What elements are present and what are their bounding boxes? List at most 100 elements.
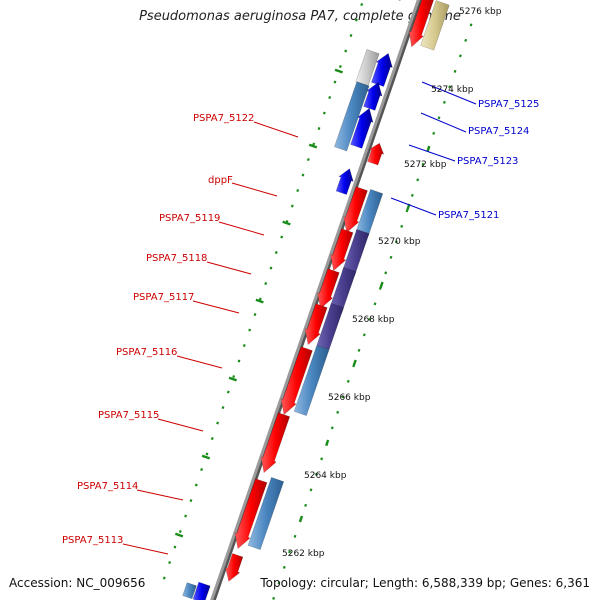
gene-label-pspa7-5125[interactable]: PSPA7_5125: [478, 99, 539, 110]
tick-dot-left: [442, 100, 446, 104]
tick-dot-right: [221, 406, 225, 410]
tick-dot-left: [410, 193, 414, 197]
tick-dot-left: [314, 472, 318, 476]
tick-dot-left: [368, 317, 372, 321]
tick-dot-right: [333, 80, 337, 84]
tick-dot-right: [306, 158, 310, 162]
gene-label-pspa7-5113[interactable]: PSPA7_5113: [62, 535, 123, 546]
tick-dot-left: [458, 54, 462, 58]
cds-feature-pspa7-5114: [247, 477, 285, 550]
accession-text: Accession: NC_009656: [9, 576, 146, 590]
tick-dot-right: [189, 499, 193, 503]
tick-dot-left: [453, 69, 457, 73]
tick-dot-right: [200, 468, 204, 472]
gene-label-pspa7-5119[interactable]: PSPA7_5119: [159, 213, 220, 224]
leader-pspa7-5118: [206, 261, 252, 275]
tick-dot-right: [349, 34, 353, 38]
partial-feature-cds-bottom: [182, 582, 197, 600]
gene-label-pspa7-5115[interactable]: PSPA7_5115: [98, 410, 159, 421]
gene-label-pspa7-5123[interactable]: PSPA7_5123: [457, 156, 518, 167]
major-tick-left: [426, 145, 431, 153]
scale-label: 5276 kbp: [459, 7, 502, 17]
tick-dot-left: [384, 271, 388, 275]
tick-dot-left: [464, 38, 468, 42]
leader-pspa7-5122: [253, 121, 299, 138]
gene-label-dppf[interactable]: dppF: [208, 175, 233, 186]
tick-dot-right: [301, 173, 305, 177]
tick-dot-right: [173, 545, 177, 549]
gene-label-pspa7-5118[interactable]: PSPA7_5118: [146, 253, 207, 264]
tick-dot-right: [344, 49, 348, 53]
leader-pspa7-5123: [408, 144, 456, 162]
tick-dot-right: [290, 204, 294, 208]
major-tick-left: [325, 439, 330, 447]
tick-dot-right: [226, 390, 230, 394]
gene-label-pspa7-5114[interactable]: PSPA7_5114: [77, 481, 138, 492]
gene-label-pspa7-5122[interactable]: PSPA7_5122: [193, 113, 254, 124]
tick-dot-left: [394, 240, 398, 244]
scale-labels: 5276 kbp 5274 kbp 5272 kbp 5270 kbp 5268…: [282, 7, 502, 559]
leader-pspa7-5115: [157, 418, 204, 432]
gene-feature-pspa7-5118: [317, 268, 340, 310]
gene-label-pspa7-5121[interactable]: PSPA7_5121: [438, 210, 499, 221]
tick-dot-right: [360, 3, 364, 7]
leader-pspa7-5121: [390, 197, 437, 216]
tick-dot-right: [232, 375, 236, 379]
gene-label-pspa7-5117[interactable]: PSPA7_5117: [133, 292, 194, 303]
tick-dot-right: [312, 142, 316, 146]
gene-label-pspa7-5116[interactable]: PSPA7_5116: [116, 347, 177, 358]
leader-pspa7-5119: [218, 221, 265, 236]
left-gene-labels: PSPA7_5122 dppF PSPA7_5119 PSPA7_5118 PS…: [62, 113, 254, 546]
tick-dot-right: [264, 282, 268, 286]
scale-label: 5262 kbp: [282, 549, 325, 559]
tick-dot-left: [282, 565, 286, 569]
tick-dot-left: [437, 116, 441, 120]
gene-feature-pspa7-5119: [330, 228, 354, 272]
tick-dot-right: [242, 344, 246, 348]
tick-dot-left: [469, 23, 473, 27]
tick-dot-right: [162, 576, 166, 580]
tick-dot-right: [168, 561, 172, 565]
gene-feature-pspa7-5121: [335, 168, 354, 195]
tick-dot-left: [389, 255, 393, 259]
major-tick: [308, 143, 318, 149]
tick-dot-left: [272, 596, 276, 600]
map-title: Pseudomonas aeruginosa PA7, complete gen…: [139, 9, 461, 24]
cds-feature-pspa7-5116: [293, 345, 330, 416]
gene-features: [182, 0, 450, 600]
leader-pspa7-5113: [122, 543, 169, 555]
major-tick: [228, 376, 237, 382]
right-gene-labels: PSPA7_5125 PSPA7_5124 PSPA7_5123 PSPA7_5…: [438, 99, 539, 221]
gene-feature-forward: [408, 0, 434, 48]
scale-label: 5274 kbp: [431, 85, 474, 95]
scale-label: 5270 kbp: [378, 237, 421, 247]
gene-label-pspa7-5124[interactable]: PSPA7_5124: [468, 126, 529, 137]
leader-pspa7-5116: [176, 355, 223, 369]
leader-pspa7-5124: [420, 112, 467, 133]
tick-dot-left: [336, 410, 340, 414]
gene-feature-pspa7-5117: [304, 303, 328, 346]
tick-dot-left: [320, 457, 324, 461]
tick-dot-left: [357, 348, 361, 352]
cds-feature-dppf: [355, 189, 384, 236]
leader-dppf: [231, 182, 278, 197]
gene-feature-pspa7-5115: [260, 412, 291, 474]
tick-dot-left: [346, 379, 350, 383]
leader-pspa7-5125: [421, 81, 477, 105]
tick-dot-right: [258, 297, 262, 301]
tick-dot-left: [330, 426, 334, 430]
partial-feature-blue-bottom: [192, 581, 211, 600]
tick-dot-right: [269, 266, 273, 270]
major-tick-left: [352, 359, 357, 367]
gene-feature-pspa7-5116: [280, 346, 313, 416]
gene-feature-pspa7-5122: [367, 142, 385, 166]
leader-pspa7-5114: [136, 489, 184, 501]
backbone-highlight: [210, 0, 420, 600]
scale-label: 5268 kbp: [352, 315, 395, 325]
tick-dot-right: [184, 514, 188, 518]
tick-dot-right: [216, 421, 220, 425]
tick-dot-right: [248, 328, 252, 332]
scale-label: 5264 kbp: [304, 471, 347, 481]
partial-feature-dark: [397, 0, 401, 1]
